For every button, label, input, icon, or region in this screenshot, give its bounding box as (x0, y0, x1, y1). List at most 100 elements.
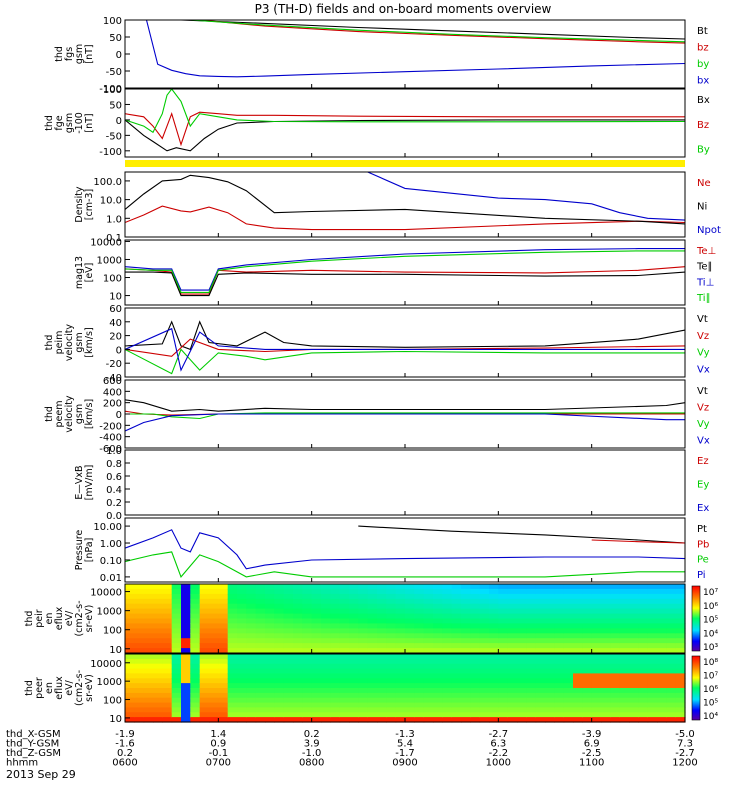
heatmap-cell (199, 613, 210, 620)
heatmap-cell (302, 648, 313, 654)
heatmap-cell (610, 623, 621, 629)
y-axis-label: [mV/m] (84, 465, 95, 501)
legend-Bz: Bz (697, 120, 709, 131)
heatmap-cell (302, 628, 313, 634)
heatmap-cell (339, 588, 350, 595)
heatmap-cell (386, 584, 397, 590)
heatmap-cell (619, 678, 630, 684)
heatmap-cell (143, 683, 154, 689)
legend-Vt: Vt (697, 314, 708, 325)
heatmap-cell (414, 702, 425, 709)
heatmap-cell (563, 663, 574, 670)
heatmap-cell (619, 633, 630, 639)
heatmap-cell (610, 683, 621, 689)
heatmap-cell (302, 643, 313, 649)
heatmap-cell (311, 678, 322, 684)
y-axis-label: eflux (54, 606, 65, 630)
heatmap-cell (246, 717, 257, 723)
heatmap-cell (395, 618, 406, 624)
heatmap-cell (545, 697, 555, 704)
heatmap-cell (218, 584, 229, 590)
heatmap-cell (414, 668, 425, 675)
heatmap-cell (255, 623, 266, 629)
heatmap-cell (526, 584, 537, 590)
heatmap-cell (395, 613, 406, 620)
y-axis-label: thd (44, 335, 55, 351)
heatmap-cell (517, 692, 527, 699)
heatmap-cell (349, 603, 359, 610)
heatmap-cell (526, 603, 537, 610)
heatmap-cell (433, 613, 443, 620)
heatmap-cell (461, 692, 471, 699)
heatmap-cell (265, 712, 275, 718)
heatmap-cell (283, 688, 294, 694)
y-tick-label: 0 (116, 410, 122, 421)
chart-title: P3 (TH-D) fields and on-board moments ov… (255, 2, 552, 16)
heatmap-cell (461, 678, 471, 684)
heatmap-cell (610, 673, 621, 679)
heatmap-cell (386, 628, 397, 634)
heatmap-cell (386, 688, 397, 694)
heatmap-cell (405, 707, 415, 713)
heatmap-cell (311, 712, 322, 718)
heatmap-cell (405, 712, 415, 718)
heatmap-cell (134, 603, 145, 610)
heatmap-cell (321, 638, 331, 644)
heatmap-cell (517, 598, 527, 605)
heatmap-cell (302, 588, 313, 595)
heatmap-cell (470, 598, 481, 605)
heatmap-cell (498, 683, 509, 689)
heatmap-cell (601, 628, 611, 634)
colorbar (691, 655, 701, 721)
heatmap-cell (573, 683, 583, 689)
heatmap-cell (153, 702, 163, 709)
heatmap-cell (255, 593, 266, 600)
heatmap-cell (367, 673, 378, 679)
heatmap-cell (554, 584, 565, 590)
heatmap-cell (638, 628, 649, 634)
heatmap-cell (563, 673, 574, 679)
heatmap-cell (461, 613, 471, 620)
heatmap-cell (125, 608, 135, 615)
heatmap-cell (461, 648, 471, 654)
heatmap-cell (330, 618, 341, 624)
heatmap-cell (414, 688, 425, 694)
heatmap-cell (265, 658, 275, 665)
heatmap-cell (255, 628, 266, 634)
heatmap-cell (451, 697, 462, 704)
legend-Ni: Ni (697, 201, 707, 212)
heatmap-cell (601, 633, 611, 639)
heatmap-cell (125, 584, 135, 590)
heatmap-cell (675, 628, 686, 634)
heatmap-cell (209, 688, 219, 694)
heatmap-cell (349, 707, 359, 713)
heatmap-cell (517, 633, 527, 639)
y-axis-label: peem (54, 401, 65, 428)
heatmap-cell (629, 717, 639, 723)
heatmap-cell (265, 692, 275, 699)
heatmap-cell (498, 707, 509, 713)
heatmap-cell (433, 697, 443, 704)
heatmap-cell (181, 717, 191, 723)
heatmap-cell (563, 623, 574, 629)
heatmap-cell (349, 633, 359, 639)
heatmap-cell (610, 648, 621, 654)
heatmap-cell (171, 717, 182, 723)
heatmap-cell (526, 654, 537, 660)
heatmap-cell (666, 654, 677, 660)
heatmap-cell (349, 598, 359, 605)
heatmap-cell (367, 692, 378, 699)
heatmap-cell (675, 688, 686, 694)
heatmap-cell (461, 707, 471, 713)
heatmap-cell (507, 584, 518, 590)
heatmap-cell (274, 683, 285, 689)
heatmap-cell (265, 628, 275, 634)
heatmap-cell (134, 648, 145, 654)
heatmap-cell (554, 643, 565, 649)
heatmap-cell (386, 638, 397, 644)
heatmap-cell (554, 673, 565, 679)
heatmap-cell (227, 673, 238, 679)
heatmap-cell (237, 643, 247, 649)
x-row-label: thd_Y-GSM (6, 739, 59, 750)
heatmap-cell (153, 584, 163, 590)
